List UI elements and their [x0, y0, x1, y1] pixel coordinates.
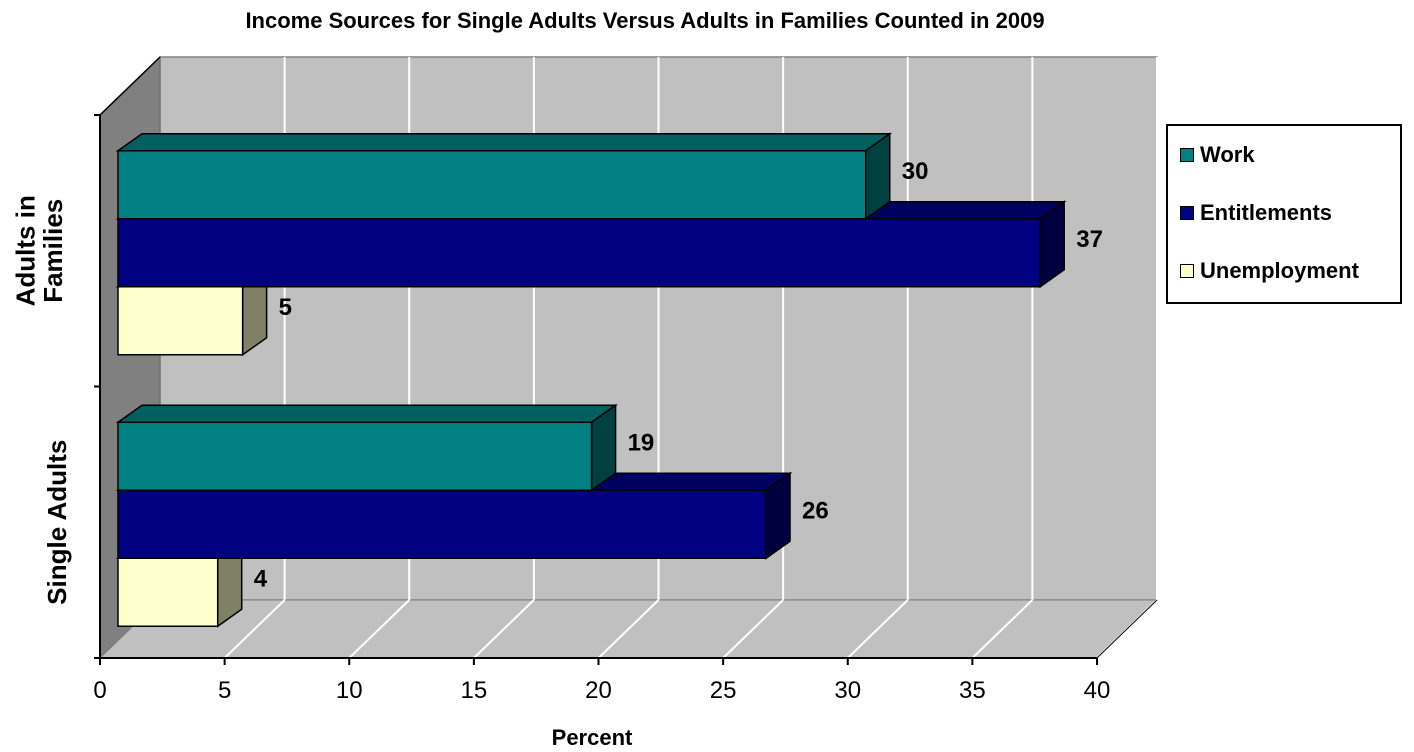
legend: Work Entitlements Unemployment [1166, 124, 1402, 304]
legend-label: Work [1200, 142, 1255, 167]
x-tick-label: 30 [834, 677, 861, 704]
category-label: Adults inFamilies [11, 195, 68, 306]
bar [117, 150, 867, 220]
data-label: 19 [628, 430, 655, 457]
bars [115, 132, 1067, 628]
x-tick-label: 15 [461, 677, 488, 704]
bar [117, 218, 1041, 288]
category-labels: Adults inFamilies Single Adults [11, 195, 72, 605]
legend-swatch [1180, 264, 1194, 278]
axes [94, 56, 1158, 665]
category-label-line: Families [38, 199, 68, 303]
legend-item: Entitlements [1180, 200, 1332, 226]
depth-edge [1096, 599, 1158, 659]
floor-gridline [722, 599, 784, 659]
floor-gridline [971, 599, 1034, 659]
bar [117, 489, 767, 559]
legend-label: Entitlements [1200, 200, 1333, 225]
category-label: Single Adults [42, 440, 72, 605]
bar-top-face [115, 133, 893, 152]
legend-label: Unemployment [1200, 258, 1359, 283]
floor-gridline [223, 599, 286, 659]
legend-swatch [1180, 206, 1194, 220]
chart-title: Income Sources for Single Adults Versus … [245, 8, 1045, 33]
floor-gridline [348, 599, 410, 659]
data-label: 4 [254, 566, 268, 593]
floor-gridline [473, 599, 535, 659]
bar [117, 557, 219, 627]
legend-item: Work [1180, 142, 1255, 168]
x-tick-label: 25 [710, 677, 737, 704]
data-labels: 5 37 30 4 26 19 [254, 158, 1103, 593]
floor-gridline [847, 599, 909, 659]
x-tick-label: 20 [585, 677, 612, 704]
data-label: 5 [279, 294, 292, 321]
x-tick-label: 0 [93, 677, 106, 704]
x-tick-label: 5 [218, 677, 231, 704]
bar-top-face [115, 404, 618, 423]
x-tick-label: 10 [336, 677, 363, 704]
data-label: 37 [1076, 226, 1103, 253]
depth-edge [99, 56, 161, 116]
x-tick-label: 35 [959, 677, 986, 704]
x-axis-title: Percent [552, 725, 633, 750]
floor-gridline [597, 599, 660, 659]
category-label-line: Adults in [11, 195, 41, 306]
x-tick-label: 40 [1084, 677, 1111, 704]
data-label: 30 [902, 158, 929, 185]
legend-swatch [1180, 148, 1194, 162]
bar [117, 286, 244, 356]
tick-labels: 0 5 10 15 20 25 30 35 40 [93, 677, 1110, 704]
legend-item: Unemployment [1180, 258, 1359, 284]
data-label: 26 [802, 498, 829, 525]
bar [117, 421, 593, 491]
